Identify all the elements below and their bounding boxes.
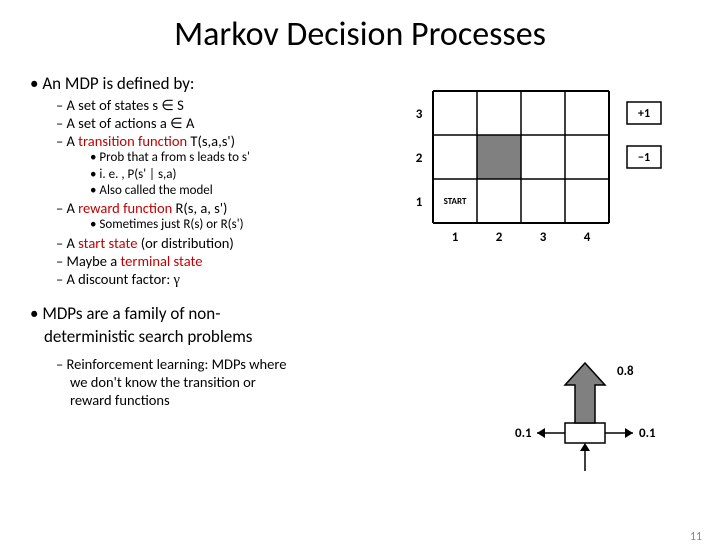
b3-prob: Prob that a from s leads to s'	[90, 150, 390, 166]
b3-model: Also called the model	[90, 183, 390, 199]
s-red: start state	[78, 234, 137, 252]
b2-rl-c: reward functions	[70, 391, 390, 409]
t-red: transition function	[78, 132, 187, 150]
svg-text:4: 4	[584, 230, 591, 245]
r-pre: A	[67, 199, 79, 217]
b1-mdp-defined: An MDP is defined by:	[30, 73, 390, 94]
b2-discount: A discount factor: γ	[56, 270, 390, 289]
svg-text:1: 1	[416, 195, 423, 210]
b2-actions: A set of actions a ∈ A	[56, 114, 390, 132]
fam-a: MDPs are a family of non-	[42, 303, 220, 324]
b2-reward: A reward function R(s, a, s')	[56, 199, 390, 217]
page-title: Markov Decision Processes	[0, 14, 720, 55]
gridworld-figure: 3 2 1 1 2 3 4 START +1 −1	[405, 83, 705, 273]
content-area: An MDP is defined by: A set of states s …	[0, 73, 720, 409]
b2-rl-a: Reinforcement learning: MDPs where	[56, 355, 390, 373]
b1-family: MDPs are a family of non-	[30, 303, 390, 324]
s-pre: A	[67, 234, 79, 252]
te-pre: Maybe a	[67, 252, 121, 270]
svg-text:3: 3	[416, 107, 423, 122]
svg-text:0.1: 0.1	[639, 426, 656, 441]
t-pre: A	[67, 132, 79, 150]
svg-text:0.8: 0.8	[617, 364, 634, 379]
b2-start: A start state (or distribution)	[56, 234, 390, 252]
page-number: 11	[690, 530, 702, 544]
svg-text:1: 1	[452, 230, 459, 245]
r-post: R(s, a, s')	[172, 199, 227, 217]
d-sym: γ	[173, 272, 179, 288]
svg-text:2: 2	[416, 151, 423, 166]
b2-transition: A transition function T(s,a,s')	[56, 132, 390, 150]
s-post: (or distribution)	[137, 234, 233, 252]
b3-ie: i. e. , P(s' | s,a)	[90, 167, 390, 183]
b1-family-b: deterministic search problems	[44, 326, 390, 347]
d-pre: A discount factor:	[67, 270, 174, 288]
b2-terminal: Maybe a terminal state	[56, 252, 390, 270]
svg-text:+1: +1	[638, 107, 650, 121]
b3-sometimes: Sometimes just R(s) or R(s')	[90, 217, 390, 233]
b2-states: A set of states s ∈ S	[56, 96, 390, 114]
bullets-column: An MDP is defined by: A set of states s …	[30, 73, 390, 409]
svg-text:0.1: 0.1	[515, 426, 532, 441]
figures-column: 3211234START+1−1 0.80.10.1	[390, 73, 700, 409]
rl-a: Reinforcement learning: MDPs where	[67, 355, 287, 373]
t-post: T(s,a,s')	[187, 132, 235, 150]
svg-text:2: 2	[496, 230, 503, 245]
r-red: reward function	[78, 199, 172, 217]
b2-rl-b: we don't know the transition or	[70, 373, 390, 391]
svg-text:3: 3	[540, 230, 547, 245]
svg-text:−1: −1	[638, 151, 650, 165]
svg-text:START: START	[444, 196, 467, 207]
transition-arrows-figure: 0.8 0.1 0.1	[490, 343, 690, 488]
te-red: terminal state	[120, 252, 202, 270]
